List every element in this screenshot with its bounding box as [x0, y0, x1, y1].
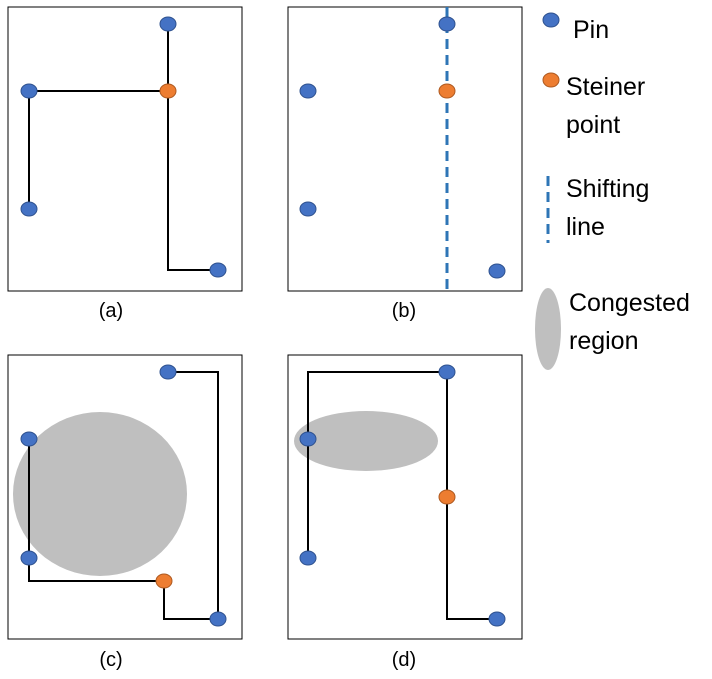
- panel-d-congested-region: [294, 411, 438, 471]
- panel-c-pin-top: [159, 364, 177, 380]
- panel-d-label: (d): [392, 649, 416, 671]
- panel-d-frame: [287, 354, 523, 640]
- panel-a-pin-left-top: [20, 83, 38, 99]
- panel-d-wire-trunk: [446, 372, 497, 620]
- panel-a-wire-right: [167, 24, 218, 271]
- panel-d-pin-top: [438, 364, 456, 380]
- legend-congested-icon: [535, 288, 561, 370]
- panel-b-pin-top: [438, 16, 456, 32]
- panel-d-pin-left-top: [299, 431, 317, 447]
- panel-a-pin-top: [159, 16, 177, 32]
- panel-d-steiner-point: [438, 489, 456, 505]
- panel-d-wire-top: [307, 371, 447, 558]
- panel-c-frame: [7, 354, 243, 640]
- legend-steiner-label-1: Steiner: [566, 73, 645, 101]
- legend-pin-label: Pin: [573, 16, 609, 44]
- panel-b: (b): [287, 6, 523, 322]
- panel-d: (d): [287, 354, 523, 671]
- panel-b-label: (b): [392, 300, 416, 322]
- panel-a-frame: [7, 6, 243, 292]
- panel-d-pin-left-bottom: [299, 550, 317, 566]
- panel-c-label: (c): [99, 649, 122, 671]
- legend-shifting-label-1: Shifting: [566, 175, 649, 203]
- panel-c-wire-right: [168, 371, 219, 619]
- legend-steiner-icon: [542, 72, 560, 88]
- panel-c: (c): [7, 354, 243, 671]
- panel-a-wire-left: [28, 90, 168, 209]
- legend: Pin Steiner point Shifting line Congeste…: [535, 12, 690, 370]
- panel-c-congested-region: [13, 412, 187, 576]
- legend-pin-icon: [542, 12, 560, 28]
- panel-c-steiner-point: [155, 573, 173, 589]
- panel-b-pin-left-bottom: [299, 201, 317, 217]
- panel-a-pin-bottom-right: [209, 262, 227, 278]
- panel-c-pin-left-top: [20, 431, 38, 447]
- panel-b-pin-bottom-right: [488, 263, 506, 279]
- panel-a-pin-left-bottom: [20, 201, 38, 217]
- panel-b-pin-left-top: [299, 83, 317, 99]
- legend-shifting-label-2: line: [566, 213, 605, 241]
- panel-a: (a): [7, 6, 243, 322]
- legend-congested-label-2: region: [569, 327, 639, 355]
- panel-d-pin-bottom-right: [488, 611, 506, 627]
- panel-c-pin-bottom-right: [209, 611, 227, 627]
- panel-b-steiner-point: [438, 83, 456, 99]
- legend-steiner-label-2: point: [566, 111, 620, 139]
- panel-b-frame: [287, 6, 523, 292]
- panel-a-label: (a): [99, 300, 123, 322]
- legend-congested-label-1: Congested: [569, 289, 690, 317]
- panel-c-pin-left-bottom: [20, 550, 38, 566]
- panel-a-steiner-point: [159, 83, 177, 99]
